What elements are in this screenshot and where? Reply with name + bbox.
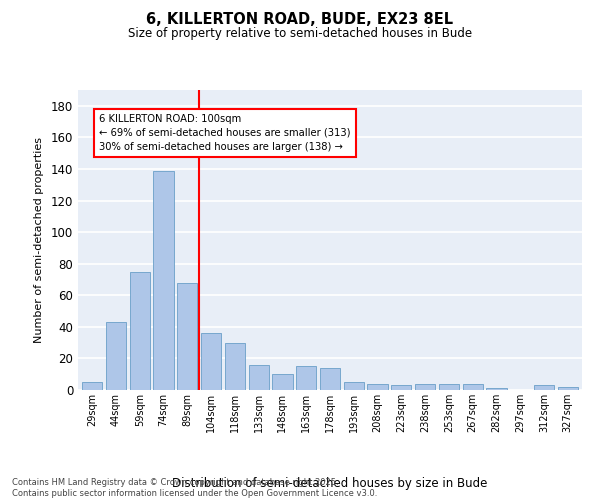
Text: 6 KILLERTON ROAD: 100sqm
← 69% of semi-detached houses are smaller (313)
30% of : 6 KILLERTON ROAD: 100sqm ← 69% of semi-d…	[100, 114, 351, 152]
Bar	[130, 272, 150, 390]
Bar	[391, 386, 412, 390]
Bar	[367, 384, 388, 390]
Bar	[439, 384, 459, 390]
Bar	[415, 384, 435, 390]
Text: Size of property relative to semi-detached houses in Bude: Size of property relative to semi-detach…	[128, 28, 472, 40]
Bar	[225, 342, 245, 390]
Bar	[154, 170, 173, 390]
Y-axis label: Number of semi-detached properties: Number of semi-detached properties	[34, 137, 44, 343]
Bar	[106, 322, 126, 390]
Bar	[82, 382, 103, 390]
Bar	[557, 387, 578, 390]
Bar	[296, 366, 316, 390]
Bar	[487, 388, 506, 390]
Bar	[177, 282, 197, 390]
Bar	[344, 382, 364, 390]
Bar	[320, 368, 340, 390]
Bar	[463, 384, 483, 390]
Bar	[534, 386, 554, 390]
Text: 6, KILLERTON ROAD, BUDE, EX23 8EL: 6, KILLERTON ROAD, BUDE, EX23 8EL	[146, 12, 454, 28]
X-axis label: Distribution of semi-detached houses by size in Bude: Distribution of semi-detached houses by …	[172, 476, 488, 490]
Bar	[248, 364, 269, 390]
Bar	[272, 374, 293, 390]
Text: Contains HM Land Registry data © Crown copyright and database right 2025.
Contai: Contains HM Land Registry data © Crown c…	[12, 478, 377, 498]
Bar	[201, 333, 221, 390]
